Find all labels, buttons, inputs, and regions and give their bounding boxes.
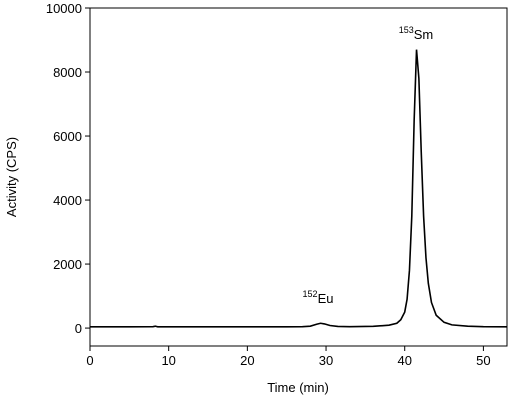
- y-tick-label: 8000: [53, 65, 82, 80]
- y-tick-label: 0: [75, 321, 82, 336]
- y-axis-label: Activity (CPS): [4, 137, 19, 217]
- annotation-sup: 153: [399, 25, 414, 35]
- y-tick-label: 10000: [46, 1, 82, 16]
- annotation: 152Eu: [303, 289, 334, 306]
- x-tick-label: 50: [476, 353, 490, 368]
- x-tick-label: 30: [319, 353, 333, 368]
- x-tick-label: 0: [86, 353, 93, 368]
- plot-frame: [89, 7, 508, 347]
- annotation-sup: 152: [303, 289, 318, 299]
- x-tick-label: 40: [397, 353, 411, 368]
- y-tick-label: 2000: [53, 257, 82, 272]
- annotation: 153Sm: [399, 25, 434, 42]
- annotation-text: Sm: [414, 27, 434, 42]
- x-axis-label: Time (min): [267, 380, 329, 395]
- line: [90, 49, 508, 328]
- y-tick-label: 6000: [53, 129, 82, 144]
- annotation-text: Eu: [318, 291, 334, 306]
- x-tick-label: 20: [240, 353, 254, 368]
- y-tick-label: 4000: [53, 193, 82, 208]
- x-tick-label: 10: [161, 353, 175, 368]
